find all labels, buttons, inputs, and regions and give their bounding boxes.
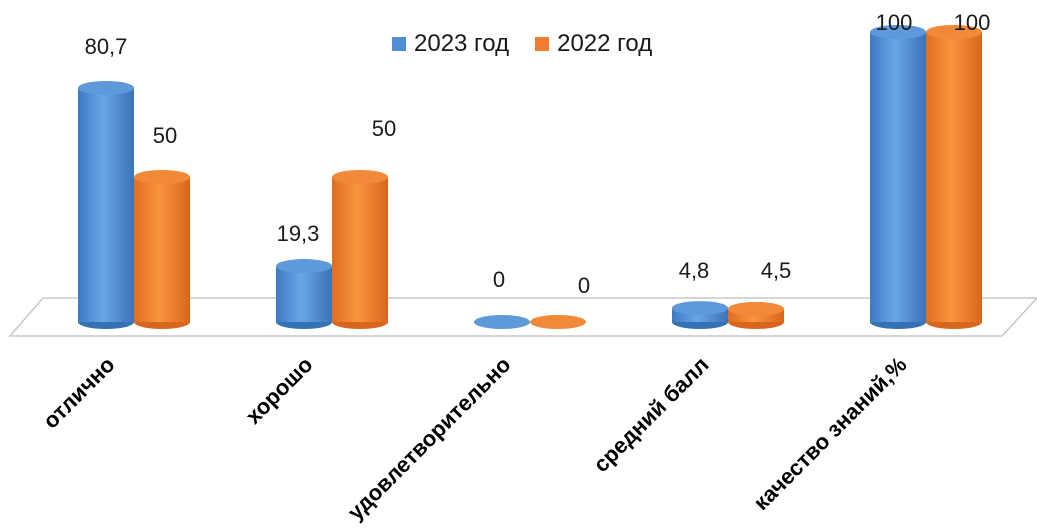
bar-1-4	[672, 301, 728, 329]
value-label-1-5: 100	[876, 10, 913, 35]
value-label-2-5: 100	[954, 10, 991, 35]
category-label-3: удовлетворительно	[343, 352, 516, 525]
bar-1-2	[276, 259, 332, 329]
value-label-1-2: 19,3	[277, 221, 320, 246]
value-label-2-1: 50	[153, 123, 177, 148]
value-label-2-4: 4,5	[761, 258, 792, 283]
category-label-4: средний балл	[588, 352, 713, 477]
legend-item-series-1: 2023 год	[392, 30, 509, 58]
value-label-1-3: 0	[493, 267, 505, 292]
bar-2-1	[134, 170, 190, 329]
bar-1-1	[78, 80, 134, 329]
legend-label-series-2: 2022 год	[557, 30, 653, 57]
value-label-1-1: 80,7	[85, 34, 128, 59]
legend: 2023 год 2022 год	[392, 30, 678, 58]
bars-layer	[78, 25, 982, 329]
category-label-1: отлично	[38, 352, 120, 434]
value-labels-layer: 80,7 50 19,3 50 0 0 4,8 4,5 100 100	[85, 10, 991, 298]
bar-2-5	[926, 25, 982, 329]
bar-2-3	[530, 315, 586, 329]
legend-item-series-2: 2022 год	[535, 30, 652, 58]
category-label-2: хорошо	[241, 352, 318, 429]
legend-swatch-series-2	[535, 37, 550, 51]
legend-swatch-series-1	[392, 37, 406, 51]
bar-1-5	[870, 25, 926, 329]
legend-label-series-1: 2023 год	[414, 30, 510, 57]
bar-1-3	[474, 315, 530, 329]
category-label-5: качество знаний,%	[748, 352, 911, 515]
category-labels-layer: отлично хорошо удовлетворительно средний ба…	[38, 352, 912, 525]
value-label-1-4: 4,8	[679, 258, 710, 283]
bar-2-4	[728, 301, 784, 329]
bar-2-2	[332, 170, 388, 329]
value-label-2-2: 50	[372, 116, 396, 141]
value-label-2-3: 0	[578, 273, 590, 298]
